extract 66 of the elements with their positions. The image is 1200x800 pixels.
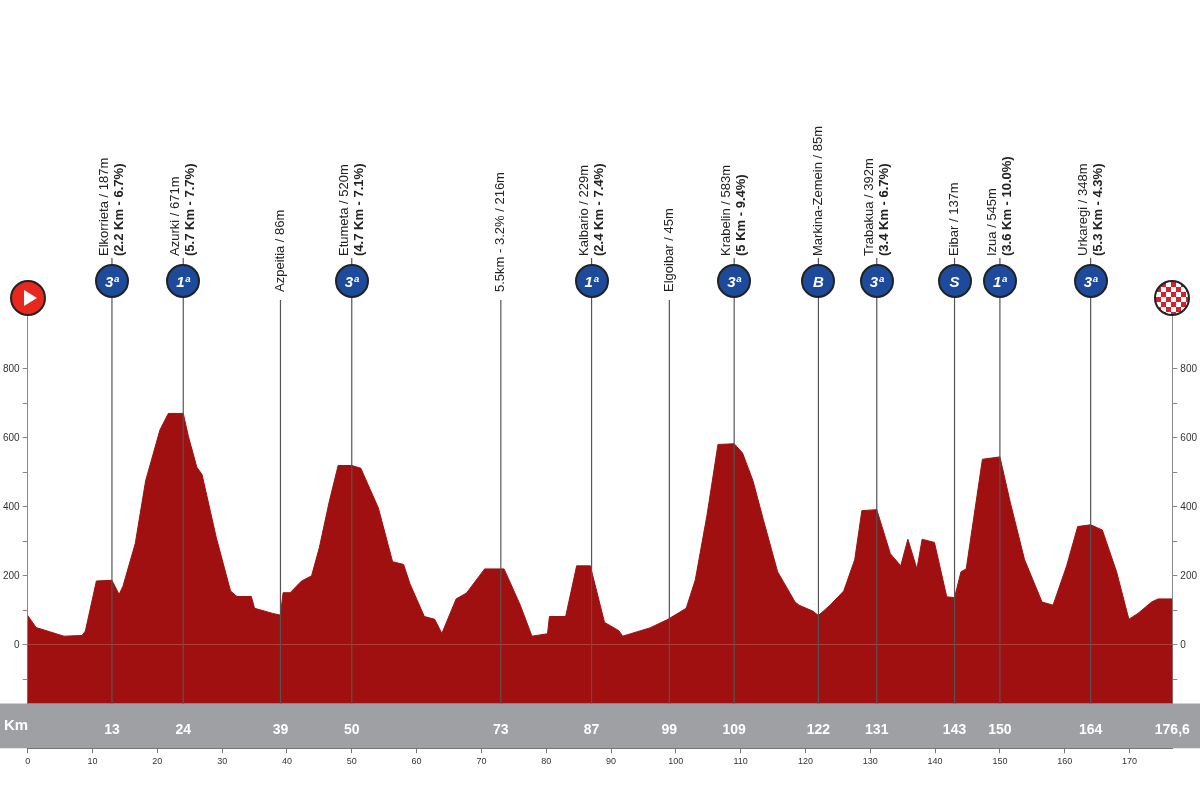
ref-line-label: Kalbario / 229m (2.4 Km - 7.4%): [575, 163, 606, 256]
x2-tick-label: 131: [865, 720, 889, 737]
y-tick-label: 800: [3, 362, 21, 374]
x-tick-label: 20: [152, 756, 163, 767]
ref-line-label: Azpeitia / 86m: [272, 209, 288, 292]
x-tick-label: 130: [862, 756, 878, 767]
x2-tick-label: 87: [583, 720, 600, 737]
annotation: 3ª: [859, 264, 894, 298]
x-tick-label: 70: [476, 756, 487, 767]
ref-line-label: Markina-Zemein / 85m: [810, 125, 825, 256]
x2-tick-label: 109: [722, 720, 747, 737]
annotation: 3ª: [1073, 264, 1108, 298]
annotation: B: [801, 264, 836, 298]
x-tick-label: 110: [733, 756, 748, 767]
x2-tick-label: 164: [1078, 720, 1103, 737]
x2-tick-label: 24: [175, 720, 192, 737]
y2-tick-label: 800: [1180, 362, 1198, 374]
y-tick-label: 400: [3, 500, 21, 512]
ref-line-label: Urkaregi / 348m (5.3 Km - 4.3%): [1074, 163, 1105, 256]
x-tick-label: 160: [1057, 756, 1073, 767]
ref-line-label: 5.5km - 3.2% / 216m: [492, 172, 508, 292]
x-tick-label: 140: [927, 756, 943, 767]
y2-tick-label: 600: [1180, 431, 1198, 443]
x2-axis-title: Km: [4, 715, 29, 733]
x-tick-label: 170: [1122, 756, 1138, 767]
ref-line-label: Krabelin / 583m (5 Km - 9.4%): [718, 164, 749, 256]
x-tick-label: 30: [217, 756, 228, 767]
ref-line-label: Trabakua / 392m (3.4 Km - 6.7%): [860, 158, 891, 256]
x-tick-label: 100: [668, 756, 684, 767]
x2-tick-label: 39: [272, 720, 289, 737]
ref-line-label: Eibar / 137m: [946, 182, 962, 256]
ref-line-label: Elgoibar / 45m: [660, 208, 676, 292]
annotation: S: [937, 264, 972, 298]
y-tick-label: 200: [3, 569, 21, 581]
x2-tick-label: 176,6: [1154, 720, 1191, 737]
annotation: 3ª: [94, 264, 129, 298]
y2-tick-label: 200: [1180, 569, 1198, 581]
y2-tick-label: 0: [1180, 638, 1187, 650]
ref-line-label: Etumeta / 520m (4.7 Km - 7.1%): [335, 163, 366, 256]
x2-tick-label: 122: [806, 720, 831, 737]
x2-tick-label: 13: [104, 720, 120, 737]
ref-line-label: Azurki / 671m (5.7 Km - 7.7%): [167, 163, 198, 256]
y2-tick-label: 400: [1180, 500, 1198, 512]
x2-tick-label: 50: [343, 720, 360, 737]
x-tick-label: 10: [87, 756, 98, 767]
annotation: 1ª: [166, 264, 201, 298]
x-tick-label: 90: [606, 756, 617, 767]
x-tick-label: 40: [281, 756, 292, 767]
y-tick-label: 0: [14, 638, 21, 650]
ref-line-label: Izua / 545m (3.6 Km - 10.0%): [983, 156, 1014, 256]
annotation: 1ª: [574, 264, 609, 298]
x-tick-label: 80: [541, 756, 552, 767]
x-tick-label: 0: [25, 756, 31, 767]
annotation: 3ª: [717, 264, 752, 298]
x-tick-label: 60: [411, 756, 422, 767]
x2-tick-label: 150: [988, 720, 1012, 737]
annotation: 3ª: [334, 264, 369, 298]
x2-tick-label: 143: [942, 720, 967, 737]
ref-line-label: Elkorrieta / 187m (2.2 Km - 6.7%): [96, 157, 127, 256]
x2-tick-label: 99: [661, 720, 678, 737]
x-tick-label: 120: [797, 756, 813, 767]
x-tick-label: 50: [346, 756, 357, 767]
annotation: 1ª: [982, 264, 1017, 298]
x2-tick-label: 73: [493, 720, 509, 737]
y-tick-label: 600: [3, 431, 21, 443]
x-tick-label: 150: [992, 756, 1008, 767]
